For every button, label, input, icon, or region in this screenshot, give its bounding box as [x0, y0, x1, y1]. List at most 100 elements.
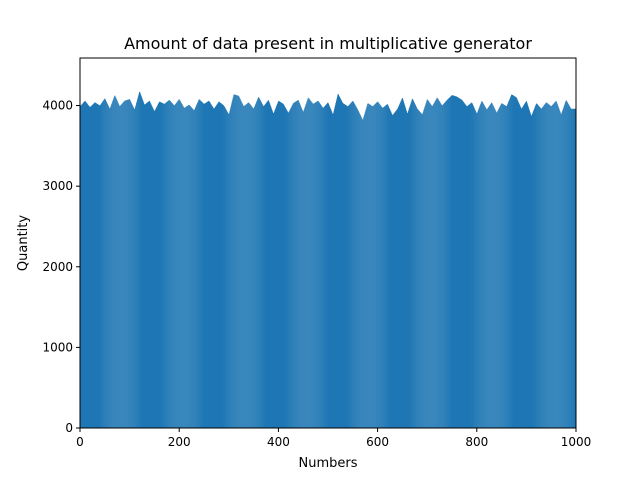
histogram-bar [430, 104, 432, 429]
histogram-bar [418, 110, 419, 428]
histogram-bar [556, 101, 557, 428]
histogram-bar [451, 95, 452, 428]
histogram-bar [356, 107, 357, 429]
histogram-bar [105, 99, 106, 428]
histogram-bar [516, 98, 518, 428]
histogram-bar [411, 100, 412, 428]
histogram-bar [399, 102, 401, 428]
histogram-bar [205, 102, 207, 428]
histogram-bar [102, 101, 103, 428]
histogram-bar [239, 97, 240, 429]
histogram-bar [218, 101, 220, 428]
histogram-bar [286, 109, 287, 429]
histogram-bar [446, 100, 447, 428]
histogram-bar [393, 112, 395, 428]
histogram-bar [559, 109, 560, 428]
histogram-bar [124, 100, 126, 428]
histogram-bar [230, 105, 232, 429]
histogram-bar [320, 103, 321, 429]
histogram-bar [106, 103, 108, 429]
histogram-bar [429, 103, 431, 428]
histogram-bar [97, 104, 99, 429]
histogram-bar [471, 102, 472, 428]
histogram-bar [270, 107, 272, 428]
histogram-bar [155, 108, 157, 428]
histogram-bar [395, 111, 397, 428]
histogram-bar [100, 103, 102, 428]
histogram-bar [320, 104, 322, 429]
histogram-bar [159, 101, 161, 429]
y-axis-ticks: 0 1000 2000 3000 4000 [42, 99, 80, 435]
histogram-bar [270, 106, 272, 428]
histogram-bar [137, 97, 139, 428]
histogram-bar [207, 101, 209, 429]
histogram-bar [116, 99, 117, 428]
histogram-bar [382, 107, 384, 428]
y-axis-label: Quantity [16, 215, 31, 271]
histogram-bar [300, 105, 301, 429]
histogram-bar [273, 111, 275, 428]
histogram-bar [327, 102, 329, 429]
histogram-bar [403, 103, 405, 428]
histogram-bar [85, 102, 87, 428]
histogram-bar [197, 101, 199, 429]
histogram-bar [460, 99, 462, 429]
histogram-bar [474, 108, 475, 428]
histogram-bar [542, 107, 543, 429]
histogram-bar [266, 102, 268, 429]
histogram-bar [282, 103, 284, 428]
histogram-bar [468, 104, 470, 429]
histogram-bar [103, 99, 105, 428]
histogram-bar [362, 119, 364, 428]
histogram-bar [420, 112, 421, 428]
histogram-bar [110, 106, 111, 428]
histogram-bar [348, 105, 349, 429]
histogram-bar [350, 103, 351, 428]
histogram-bar [254, 105, 256, 428]
histogram-bar [389, 109, 391, 428]
histogram-bar [530, 113, 532, 429]
histogram-bar [106, 101, 107, 428]
histogram-bar [405, 107, 407, 428]
histogram-bar [95, 103, 97, 428]
histogram-bar [249, 103, 251, 428]
histogram-bar [368, 103, 370, 428]
histogram-bar [515, 97, 517, 429]
histogram-bar [166, 102, 167, 428]
histogram-bar [176, 102, 178, 428]
histogram-bar [355, 106, 357, 429]
histogram-bar [94, 102, 96, 428]
histogram-bar [427, 100, 429, 428]
histogram-bar [575, 108, 576, 428]
x-tick-label: 1000 [561, 435, 592, 449]
histogram-bar [367, 103, 368, 429]
histogram-bar [162, 103, 164, 428]
histogram-bar [178, 100, 179, 428]
histogram-bar [544, 103, 546, 428]
histogram-bar [339, 97, 341, 428]
histogram-bar [378, 102, 379, 428]
histogram-bar [142, 99, 144, 429]
histogram-bar [174, 105, 175, 429]
histogram-bar [164, 103, 166, 428]
histogram-bar [499, 106, 501, 428]
histogram-bar [512, 95, 514, 428]
histogram-bar [423, 109, 425, 428]
histogram-bar [448, 98, 450, 428]
histogram-bar [294, 102, 296, 428]
histogram-bar [439, 101, 440, 428]
histogram-bar [372, 106, 373, 428]
histogram-bar [546, 102, 547, 428]
histogram-bar [365, 109, 367, 428]
histogram-bar [569, 105, 570, 429]
histogram-bar [217, 103, 219, 428]
histogram-bar [143, 102, 145, 428]
histogram-bar [328, 104, 330, 429]
histogram-bar [324, 106, 326, 428]
histogram-bar [401, 99, 403, 428]
histogram-bar [274, 110, 276, 429]
histogram-bar [325, 104, 327, 429]
histogram-bar [224, 107, 226, 428]
histogram-bar [371, 105, 372, 428]
histogram-bar [333, 111, 335, 428]
